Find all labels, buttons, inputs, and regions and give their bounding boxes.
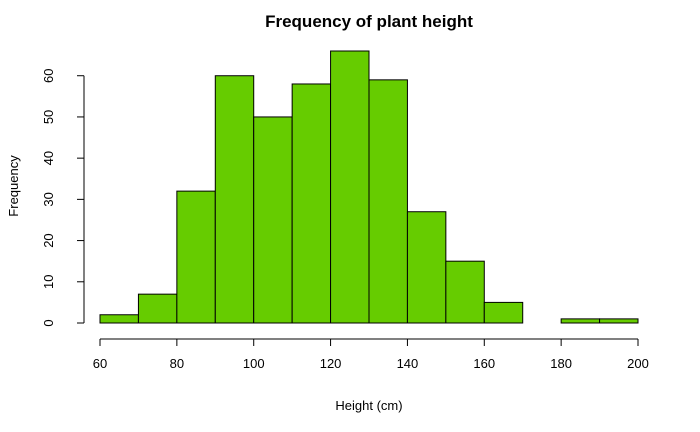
x-tick-label: 140	[397, 356, 419, 371]
x-tick-label: 180	[550, 356, 572, 371]
x-axis: 60 80 100 120 140 160 180 200	[93, 338, 649, 371]
x-tick-label: 100	[243, 356, 265, 371]
histogram-bar	[253, 116, 293, 324]
histogram-bar	[214, 75, 255, 324]
histogram-bar	[176, 190, 216, 324]
y-tick-label: 20	[41, 233, 56, 247]
y-tick-label: 10	[41, 275, 56, 289]
histogram-bar	[406, 211, 447, 324]
bars-group	[99, 50, 639, 324]
y-tick-label: 60	[41, 68, 56, 82]
histogram-bar	[291, 83, 332, 324]
y-tick-label: 40	[41, 151, 56, 165]
x-tick-label: 80	[170, 356, 184, 371]
y-tick-label: 30	[41, 192, 56, 206]
y-axis: 0 10 20 30 40 50 60	[41, 68, 85, 327]
histogram-bar	[599, 318, 639, 324]
y-tick-label: 50	[41, 110, 56, 124]
y-tick-label: 0	[41, 319, 56, 326]
y-axis-label: Frequency	[6, 155, 21, 217]
x-tick-label: 60	[93, 356, 107, 371]
x-tick-label: 200	[627, 356, 649, 371]
histogram-bar	[137, 293, 178, 324]
histogram-bar	[330, 50, 370, 324]
x-tick-label: 160	[473, 356, 495, 371]
chart-title: Frequency of plant height	[265, 12, 473, 31]
histogram-bar	[99, 314, 139, 324]
histogram-bar	[445, 260, 485, 324]
x-axis-label: Height (cm)	[335, 398, 402, 413]
x-tick-label: 120	[320, 356, 342, 371]
histogram-bar	[483, 301, 524, 324]
histogram-bar	[560, 318, 601, 324]
histogram-bar	[368, 79, 408, 324]
